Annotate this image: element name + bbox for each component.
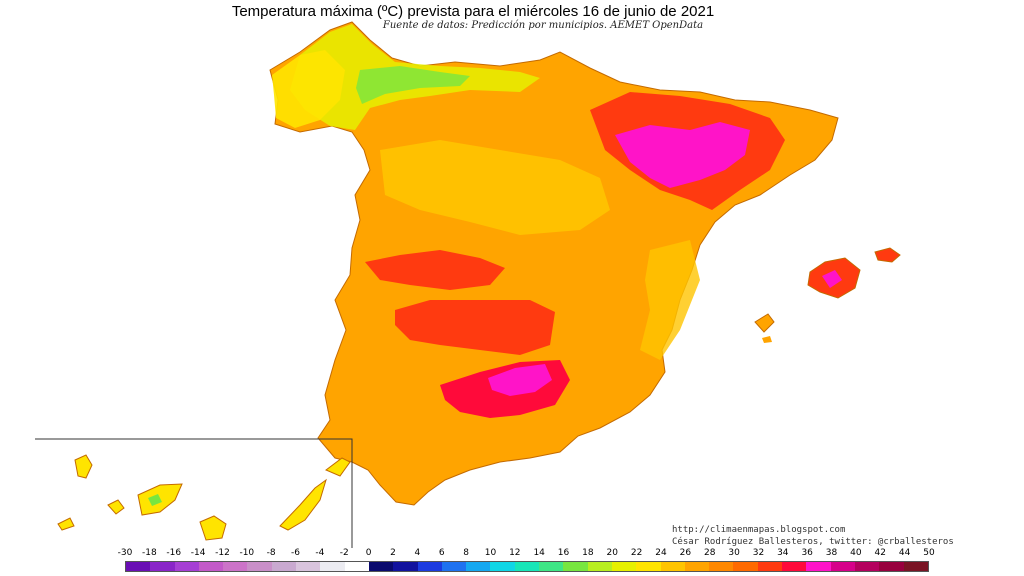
legend-swatch (296, 562, 321, 571)
legend-swatch (368, 562, 394, 571)
legend-label: 44 (898, 548, 911, 558)
legend-label: 2 (390, 548, 396, 558)
legend-label: 28 (703, 548, 716, 558)
legend-label: 18 (582, 548, 594, 558)
legend-swatch (539, 562, 564, 571)
legend-label: 10 (484, 548, 497, 558)
legend-swatch (903, 562, 928, 571)
map-title: Temperatura máxima (ºC) prevista para el… (231, 3, 715, 20)
levante-coast (640, 240, 700, 360)
legend-label: -4 (315, 548, 325, 558)
legend-label: 0 (365, 548, 372, 558)
legend-label: -16 (166, 548, 182, 558)
legend-swatch (806, 562, 831, 571)
legend-swatch (563, 562, 588, 571)
gran-canaria (199, 515, 227, 541)
map-subtitle: Fuente de datos: Predicción por municipi… (382, 20, 704, 31)
legend-swatch (393, 562, 418, 571)
legend-label: 6 (438, 548, 445, 558)
legend-swatch (879, 562, 904, 571)
legend-label: 8 (463, 548, 469, 558)
guadalquivir-very-hot-zone (488, 364, 552, 396)
canary-inset-frame (35, 438, 353, 548)
legend-label: -18 (142, 548, 157, 558)
cantabrian-cool-zone (356, 66, 470, 104)
legend-swatch (441, 562, 467, 571)
legend-label: 42 (874, 548, 886, 558)
legend-swatch (174, 562, 199, 571)
legend-swatch (830, 562, 855, 571)
legend-label: -8 (266, 548, 276, 558)
legend-label: 16 (557, 548, 570, 558)
legend-swatch (320, 562, 345, 571)
legend-swatch (611, 562, 637, 571)
legend-swatch (587, 562, 612, 571)
legend-swatch (198, 562, 224, 571)
legend-swatch (660, 562, 685, 571)
credit-author: César Rodríguez Ballesteros, twitter: @c… (672, 537, 954, 547)
fuerteventura (279, 478, 327, 531)
legend-label: 12 (509, 548, 521, 558)
legend-swatch (417, 562, 442, 571)
ebro-very-hot-zone (615, 122, 750, 188)
legend-label: -14 (190, 548, 206, 558)
legend-label: 32 (752, 548, 765, 558)
legend-label: -30 (117, 548, 133, 558)
legend-swatch (684, 562, 710, 571)
legend-label: 38 (825, 548, 838, 558)
legend-swatch (247, 562, 272, 571)
legend-label: -12 (215, 548, 230, 558)
guadiana-hot-zone (395, 300, 555, 355)
legend-label: 20 (606, 548, 618, 558)
legend-label: 36 (801, 548, 813, 558)
legend-swatch (223, 562, 248, 571)
la-gomera (107, 499, 125, 515)
legend-labels: -30 -18 -16 -14 -12 -10 -8 -6 -4 -2 0 2 4 6 8 10 12 14 16 1… (0, 548, 1024, 560)
legend-swatch (854, 562, 880, 571)
legend-label: 26 (679, 548, 692, 558)
la-palma (74, 454, 93, 479)
formentera (762, 336, 772, 343)
legend-label: 40 (850, 548, 862, 558)
mallorca-hot-core (822, 270, 842, 288)
legend-label: 34 (777, 548, 789, 558)
legend-swatch (466, 562, 491, 571)
legend-label: 30 (728, 548, 740, 558)
legend-swatch (782, 562, 807, 571)
legend-swatch (757, 562, 783, 571)
legend-color-bar (125, 561, 929, 572)
legend-swatch (733, 562, 758, 571)
el-hierro (57, 517, 75, 531)
legend-label: 4 (414, 548, 421, 558)
duero-plateau (380, 140, 610, 235)
lanzarote (325, 457, 351, 477)
legend-swatch (490, 562, 515, 571)
tajo-hot-zone (365, 250, 505, 290)
ibiza (754, 313, 775, 333)
credit-url: http://climaenmapas.blogspot.com (672, 525, 846, 535)
legend-swatch (636, 562, 661, 571)
legend-swatch (271, 562, 297, 571)
legend-label: -2 (339, 548, 349, 558)
legend-label: -6 (291, 548, 301, 558)
legend-label: 24 (655, 548, 667, 558)
legend-label: 22 (630, 548, 643, 558)
legend-label: 50 (923, 548, 935, 558)
legend-swatch (709, 562, 734, 571)
legend-label: -10 (239, 548, 255, 558)
tenerife-cool-peak (148, 494, 162, 506)
menorca (874, 247, 901, 263)
galicia-mild-zone (272, 50, 345, 128)
legend-swatch (150, 562, 175, 571)
legend-swatch (126, 562, 151, 571)
legend-swatch (514, 562, 540, 571)
legend-swatch (344, 562, 369, 571)
legend-label: 14 (533, 548, 545, 558)
